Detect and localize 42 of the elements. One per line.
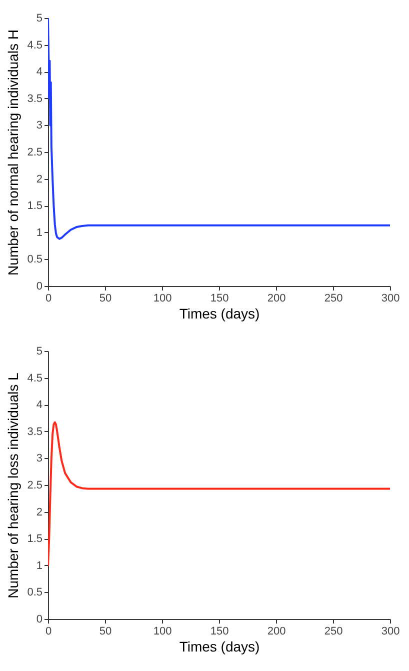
x-tick-label: 100 <box>153 292 172 304</box>
y-tick-label: 2 <box>36 173 42 186</box>
y-tick-label: 4.5 <box>27 39 42 52</box>
x-tick-label: 50 <box>99 292 112 304</box>
x-tick-label: 300 <box>381 626 400 638</box>
y-tick-label: 2.5 <box>27 146 42 158</box>
x-tick-label: 150 <box>210 292 229 304</box>
y-axis-title: Number of hearing loss individuals L <box>5 372 22 598</box>
y-tick-label: 4 <box>36 66 42 78</box>
y-tick-label: 2.5 <box>27 480 42 492</box>
y-tick-label: 4 <box>36 399 42 412</box>
x-axis-title: Times (days) <box>179 306 260 322</box>
x-tick-label: 200 <box>267 292 286 304</box>
x-tick-label: 300 <box>381 292 400 304</box>
x-tick-label: 0 <box>45 626 52 638</box>
y-tick-label: 1.5 <box>27 533 42 546</box>
y-tick-label: 5 <box>36 12 42 24</box>
y-tick-label: 1 <box>36 226 42 239</box>
line-series <box>48 18 390 240</box>
y-axis-title: Number of normal hearing individuals H <box>5 30 22 276</box>
y-tick-label: 5 <box>36 346 42 358</box>
y-tick-label: 4.5 <box>27 372 42 384</box>
y-tick-label: 0 <box>36 280 42 292</box>
y-tick-label: 3.5 <box>27 426 42 438</box>
y-tick-label: 0 <box>36 614 42 626</box>
y-tick-label: 1.5 <box>27 200 42 212</box>
x-axis-title: Times (days) <box>179 638 260 654</box>
y-tick-label: 3 <box>36 452 42 465</box>
line-series <box>48 421 390 566</box>
y-tick-label: 0.5 <box>27 254 42 266</box>
x-tick-label: 50 <box>99 626 112 638</box>
x-tick-label: 250 <box>324 626 343 638</box>
x-tick-label: 250 <box>324 292 343 304</box>
y-tick-label: 0.5 <box>27 586 42 599</box>
x-tick-label: 150 <box>210 626 229 638</box>
x-tick-label: 100 <box>153 626 172 638</box>
y-tick-label: 2 <box>36 506 42 518</box>
y-tick-label: 3.5 <box>27 92 42 105</box>
x-tick-label: 0 <box>45 292 52 304</box>
y-tick-label: 1 <box>36 560 42 572</box>
y-tick-label: 3 <box>36 120 42 132</box>
x-tick-label: 200 <box>267 626 286 638</box>
